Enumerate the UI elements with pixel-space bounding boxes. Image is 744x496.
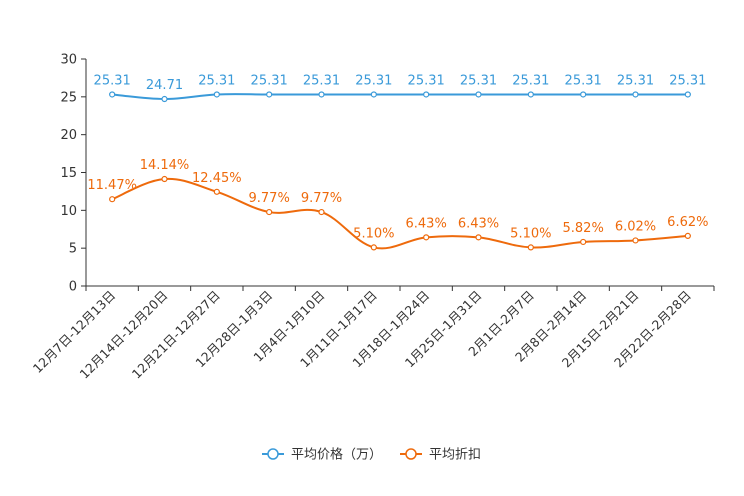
series-1-data-label: 25.31	[617, 73, 654, 88]
series-1-point	[370, 91, 377, 98]
series-1-data-label: 25.31	[408, 73, 445, 88]
series-2-point	[632, 237, 639, 244]
series-2-point	[266, 208, 273, 216]
series-1-data-label: 25.31	[565, 73, 602, 88]
series-2-point	[109, 196, 116, 203]
y-tick-label: 0	[69, 280, 77, 295]
series-2-data-label: 12.45%	[192, 171, 242, 186]
legend-swatch-marker-1	[267, 448, 279, 460]
y-tick-label: 15	[60, 166, 77, 181]
series-1-point	[475, 91, 482, 98]
series-line-2	[111, 177, 688, 250]
series-2-data-label: 5.10%	[353, 226, 394, 241]
series-line-1	[112, 93, 688, 101]
y-tick-label: 5	[69, 242, 77, 257]
y-tick-label: 20	[60, 128, 77, 143]
series-2-point	[423, 234, 430, 241]
series-1-data-label: 25.31	[460, 73, 497, 88]
x-tick-label: 12月21日-12月27日	[129, 288, 223, 382]
series-2-data-label: 5.10%	[510, 226, 551, 241]
series-1-data-label: 24.71	[146, 78, 183, 93]
series-1-data-label: 25.31	[198, 73, 235, 88]
series-2-point	[318, 208, 325, 216]
series-2-data-label: 14.14%	[140, 158, 190, 173]
series-2-point	[527, 244, 534, 251]
series-1-point	[161, 95, 168, 103]
series-1-point	[109, 91, 116, 98]
series-1-data-label: 25.31	[251, 73, 288, 88]
series-1-data-label: 25.31	[303, 73, 340, 88]
legend-swatch-marker-2	[405, 448, 417, 460]
series-1-point	[213, 91, 220, 98]
legend-label-2: 平均折扣	[429, 448, 481, 463]
legend-label-1: 平均价格（万）	[291, 447, 382, 463]
series-1-point	[527, 91, 534, 98]
series-1-point	[632, 91, 639, 98]
x-tick-label: 12月14日-12月20日	[76, 288, 170, 382]
series-1-data-label: 25.31	[512, 73, 549, 88]
series-1-point	[423, 91, 430, 98]
y-tick-label: 25	[60, 90, 77, 105]
series-2-point	[161, 175, 168, 183]
series-2-data-label: 6.62%	[667, 215, 708, 230]
series-1-data-label: 25.31	[94, 73, 131, 88]
series-2-data-label: 5.82%	[563, 221, 604, 236]
y-tick-label: 30	[60, 53, 77, 68]
series-1-data-label: 25.31	[669, 73, 706, 88]
series-2-data-label: 9.77%	[249, 191, 290, 206]
series-2-data-label: 9.77%	[301, 191, 342, 206]
series-2-data-label: 11.47%	[87, 178, 137, 193]
series-1-data-label: 25.31	[355, 73, 392, 88]
series-2-point	[580, 238, 587, 246]
series-2-point	[684, 232, 691, 240]
series-2-point	[370, 244, 377, 251]
series-2-point	[475, 234, 482, 241]
y-tick-label: 10	[60, 204, 77, 219]
series-1-point	[318, 91, 325, 98]
series-1-point	[684, 91, 691, 98]
series-1-point	[580, 91, 587, 98]
series-2-data-label: 6.02%	[615, 219, 656, 234]
series-2-point	[213, 188, 220, 195]
series-1-point	[266, 91, 273, 98]
series-2-data-label: 6.43%	[458, 216, 499, 231]
series-2-data-label: 6.43%	[406, 216, 447, 231]
